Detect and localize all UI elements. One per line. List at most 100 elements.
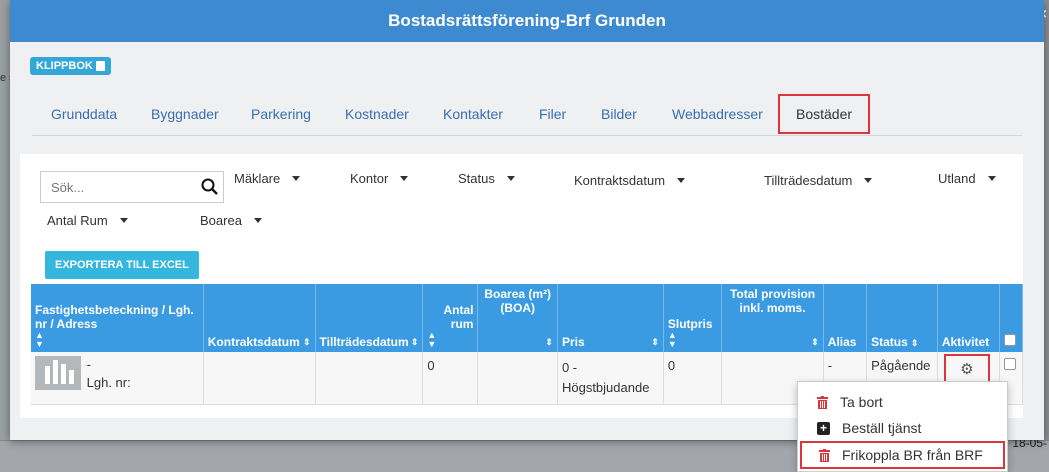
modal-dialog: Bostadsrättsförening-Brf Grunden KLIPPBO… (10, 0, 1044, 440)
col-antal-rum[interactable]: Antal rum ▲ ▼ (422, 284, 479, 352)
trash-icon (819, 448, 830, 462)
caret-down-icon (987, 176, 996, 181)
filter-label: Tillträdesdatum (764, 173, 853, 188)
menu-item-bestall-tjanst[interactable]: + Beställ tjänst (798, 416, 1007, 440)
col-alias[interactable]: Alias (823, 284, 868, 352)
menu-item-frikoppla[interactable]: Frikoppla BR från BRF (800, 441, 1005, 469)
sort-icon: ⇕ (302, 337, 311, 347)
plus-icon: + (817, 421, 830, 435)
col-kontraktsdatum[interactable]: Kontraktsdatum ⇕ (203, 284, 316, 352)
filter-maklare[interactable]: Mäklare (234, 171, 301, 186)
klippbok-button[interactable]: KLIPPBOK (30, 57, 111, 75)
row-checkbox[interactable] (1004, 358, 1017, 370)
filter-label: Boarea (200, 213, 242, 228)
col-provision[interactable]: Total provision inkl. moms. ⇕ (721, 284, 824, 352)
sort-icon: ▲ ▼ (35, 330, 44, 349)
background-page (0, 0, 10, 472)
export-excel-button[interactable]: EXPORTERA TILL EXCEL (45, 251, 199, 279)
building-icon (35, 356, 81, 390)
search-input[interactable] (41, 172, 191, 202)
caret-down-icon (677, 178, 686, 183)
col-label: Status (871, 335, 908, 349)
caret-down-icon (253, 218, 262, 223)
search-box (40, 171, 224, 203)
col-label: Aktivitet (941, 335, 990, 349)
sort-icon: ⇕ (410, 337, 419, 347)
col-label: Total provision inkl. moms. (729, 287, 816, 315)
klippbok-label: KLIPPBOK (36, 60, 93, 72)
book-icon (95, 61, 105, 71)
sort-icon: ▲ ▼ (667, 330, 677, 349)
cell-boarea (477, 352, 558, 405)
filter-kontor[interactable]: Kontor (350, 171, 409, 186)
col-tilltradesdatum[interactable]: Tillträdesdatum ⇕ (315, 284, 424, 352)
filter-label: Kontor (350, 171, 389, 186)
tab-byggnader[interactable]: Byggnader (151, 106, 219, 122)
filter-label: Status (458, 171, 495, 186)
cell-tilltradesdatum (315, 352, 424, 405)
aktivitet-dropdown-menu: Ta bort + Beställ tjänst Frikoppla BR fr… (797, 381, 1008, 472)
col-label: Alias (827, 335, 857, 349)
table-header-row: Fastighetsbeteckning / Lgh. nr / Adress ▲… (31, 284, 1023, 352)
cell-fastighet: - Lgh. nr: (31, 352, 204, 405)
filter-kontraktsdatum[interactable]: Kontraktsdatum (574, 173, 686, 188)
cell-antal-rum: 0 (422, 352, 479, 405)
tab-kostnader[interactable]: Kostnader (345, 106, 409, 122)
sort-icon: ▲ ▼ (427, 330, 437, 349)
gear-icon: ⚙ (960, 361, 974, 378)
cell-pris: 0 - Högstbjudande (557, 352, 664, 405)
pris-value: 0 - (561, 360, 578, 375)
filter-antal-rum[interactable]: Antal Rum (47, 213, 128, 228)
tab-webbadresser[interactable]: Webbadresser (672, 106, 763, 122)
col-slutpris[interactable]: Slutpris ▲ ▼ (663, 284, 723, 352)
tab-bostader[interactable]: Bostäder (778, 94, 871, 134)
col-boarea[interactable]: Boarea (m²) (BOA) ⇕ (477, 284, 558, 352)
tab-parkering[interactable]: Parkering (251, 106, 311, 122)
filter-utland[interactable]: Utland (938, 171, 996, 186)
cell-slutpris: 0 (663, 352, 723, 405)
cell-provision (721, 352, 824, 405)
menu-item-ta-bort[interactable]: Ta bort (798, 390, 1007, 414)
col-aktivitet: Aktivitet (937, 284, 1001, 352)
cell-kontraktsdatum (203, 352, 316, 405)
col-select-all (999, 284, 1023, 352)
col-label: Tillträdesdatum (319, 335, 409, 349)
filter-boarea[interactable]: Boarea (200, 213, 262, 228)
pris-type: Högstbjudande (561, 380, 650, 395)
modal-title: Bostadsrättsförening-Brf Grunden (10, 0, 1044, 42)
caret-down-icon (864, 178, 873, 183)
col-label: Boarea (m²) (BOA) (484, 287, 552, 315)
col-label: Antal rum (443, 303, 474, 331)
col-fastighet[interactable]: Fastighetsbeteckning / Lgh. nr / Adress ▲… (31, 284, 204, 352)
col-status[interactable]: Status ⇕ (866, 284, 938, 352)
search-icon[interactable] (201, 178, 219, 196)
filter-label: Kontraktsdatum (574, 173, 666, 188)
filter-label: Mäklare (234, 171, 281, 186)
col-label: Fastighetsbeteckning / Lgh. nr / Adress (35, 303, 194, 331)
menu-item-label: Beställ tjänst (842, 420, 922, 436)
trash-icon (817, 395, 828, 409)
filter-status[interactable]: Status (458, 171, 515, 186)
caret-down-icon (292, 176, 301, 181)
caret-down-icon (400, 176, 409, 181)
lgh-nr-value: Lgh. nr: (86, 375, 131, 390)
filter-tilltradesdatum[interactable]: Tillträdesdatum (764, 173, 873, 188)
filter-label: Antal Rum (47, 213, 108, 228)
caret-down-icon (506, 176, 515, 181)
bostader-panel: Mäklare Kontor Status Kontraktsdatum Til… (20, 146, 1023, 418)
sort-icon: ⇕ (545, 337, 553, 347)
col-label: Kontraktsdatum (207, 335, 300, 349)
col-label: Slutpris (667, 317, 713, 331)
fastighet-value: - (86, 357, 91, 372)
col-pris[interactable]: Pris ⇕ (557, 284, 664, 352)
tab-filer[interactable]: Filer (539, 106, 567, 122)
select-all-checkbox[interactable] (1004, 334, 1017, 346)
sort-icon: ⇕ (651, 337, 659, 347)
tab-kontakter[interactable]: Kontakter (443, 106, 503, 122)
tab-grunddata[interactable]: Grunddata (51, 106, 118, 122)
tab-bar: Grunddata Byggnader Parkering Kostnader … (32, 92, 1022, 136)
tab-bilder[interactable]: Bilder (601, 106, 637, 122)
caret-down-icon (119, 218, 128, 223)
col-label: Pris (561, 335, 585, 349)
sort-icon: ⇕ (811, 337, 819, 347)
